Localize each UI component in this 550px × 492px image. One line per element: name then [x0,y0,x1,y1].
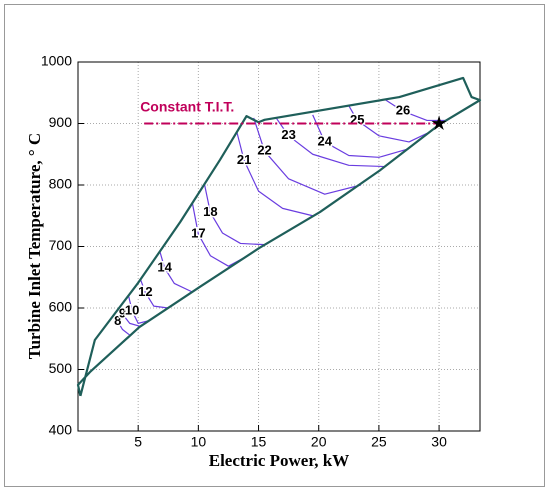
y-tick-label: 600 [49,299,73,315]
y-tick-label: 800 [49,176,73,192]
y-axis-label: Turbine Inlet Temperature, ° C [25,133,44,359]
boundary [76,76,482,397]
y-tick-label: 500 [49,360,73,376]
contour-label: 10 [125,303,139,318]
contour-line [253,117,361,195]
contour-line [236,131,313,217]
contour-line [384,99,446,122]
frame [4,4,545,487]
x-tick-label: 25 [371,434,387,450]
contour-line [348,105,428,143]
y-tick-label: 900 [49,114,73,130]
annotation: Constant T.I.T. [140,99,234,115]
contour-line [276,118,385,168]
x-tick-label: 20 [311,434,327,450]
contour-line [140,279,169,309]
marker [431,115,447,130]
contour-label: 18 [203,204,217,219]
contour-label: 17 [191,226,205,241]
contour-line [159,251,193,293]
contour-line [113,314,131,336]
contour-label: 21 [237,152,251,167]
contour-line [127,295,151,324]
plot-frame [77,61,481,432]
contour-label: 26 [396,103,410,118]
contour-label: 22 [257,143,271,158]
contour-label: 14 [157,259,172,274]
contour-line [312,114,410,158]
x-tick-label: 15 [251,434,267,450]
contour-label: 12 [138,284,152,299]
contour-line [118,307,141,328]
y-tick-label: 700 [49,237,73,253]
contour-label: 25 [350,112,364,127]
x-tick-label: 5 [134,434,142,450]
x-tick-label: 30 [431,434,447,450]
contour-line [191,202,247,267]
contour-label: 24 [318,133,333,148]
contour-label: 9 [119,306,126,321]
y-tick-label: 400 [49,422,73,438]
contour-label: 23 [281,127,295,142]
contour-line [203,183,265,246]
x-tick-label: 10 [191,434,207,450]
contour-label: 8 [114,313,121,328]
y-tick-label: 1000 [41,53,72,69]
x-axis-label: Electric Power, kW [209,451,350,470]
